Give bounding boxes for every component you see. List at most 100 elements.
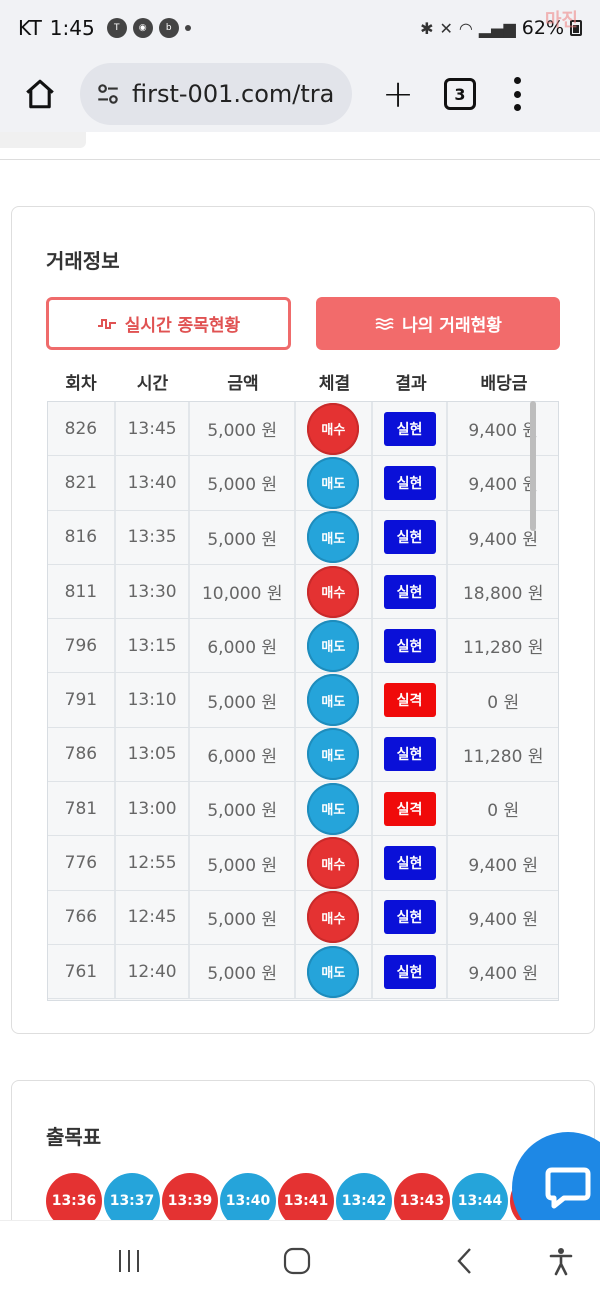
status-right: ✱ ✕ ◠ ▂▄▆ 62% (420, 17, 582, 39)
cell-payout: 11,280 원 (462, 638, 544, 659)
home-icon[interactable] (20, 74, 60, 114)
trade-type-badge: 매도 (307, 728, 360, 781)
cell-amount: 5,000 원 (190, 944, 297, 999)
results-board-title: 출목표 (46, 1125, 102, 1149)
trade-type-badge: 매수 (307, 402, 360, 455)
tab-count-button[interactable]: 3 (444, 78, 476, 110)
result-badge: 실현 (383, 900, 436, 935)
cell-round: 811 (48, 564, 116, 619)
trade-type-badge: 매수 (307, 891, 360, 944)
table-row: 786 13:05 6,000 원 매도 실현 11,280 원 (48, 727, 558, 783)
cell-payout: 9,400 원 (468, 421, 539, 442)
cell-amount: 5,000 원 (190, 510, 297, 564)
address-bar[interactable]: first-001.com/tra (80, 63, 352, 125)
cell-round: 766 (48, 890, 116, 944)
cell-round: 791 (48, 673, 116, 727)
cell-trade: 매수 (296, 836, 373, 890)
live-status-button[interactable]: 실시간 종목현황 (46, 297, 291, 350)
trade-type-badge: 매도 (307, 945, 360, 998)
my-trades-button[interactable]: 나의 거래현황 (316, 297, 560, 350)
cell-payout: 9,400 원 (468, 855, 539, 876)
cell-time: 13:45 (116, 402, 191, 456)
cell-time: 13:10 (116, 673, 191, 727)
accessibility-icon[interactable] (536, 1236, 586, 1286)
result-ball: 13:40 (220, 1173, 276, 1229)
result-ball: 13:37 (104, 1173, 160, 1229)
result-badge: 실현 (383, 520, 436, 555)
cell-time: 13:15 (116, 619, 191, 673)
wifi-icon: ◠ (458, 18, 473, 38)
cell-trade: 매도 (296, 673, 373, 727)
cell-trade: 매수 (296, 402, 373, 456)
cell-amount: 5,000 원 (190, 456, 297, 510)
cell-payout: 11,280 원 (462, 746, 544, 767)
battery-percent: 62% (521, 17, 564, 39)
cell-payout: 0 원 (487, 692, 520, 713)
trade-info-title: 거래정보 (46, 249, 120, 273)
cell-round: 761 (48, 944, 116, 999)
cell-round: 826 (48, 402, 116, 456)
more-vert-icon[interactable] (512, 77, 522, 111)
cell-amount: 6,000 원 (190, 727, 297, 782)
trade-type-badge: 매도 (307, 511, 360, 564)
cell-trade: 매도 (296, 619, 373, 673)
trade-table[interactable]: 826 13:45 5,000 원 매수 실현 9,400 원 821 13:40 5,000 … (47, 401, 559, 1001)
result-badge: 실격 (383, 791, 436, 826)
status-left: KT 1:45 T ◉ b (18, 16, 191, 40)
cell-amount: 5,000 원 (190, 782, 297, 836)
cell-amount: 5,000 원 (190, 673, 297, 727)
table-row: 811 13:30 10,000 원 매수 실현 18,800 원 (48, 564, 558, 620)
battery-icon (570, 20, 582, 36)
table-row: 776 12:55 5,000 원 매수 실현 9,400 원 (48, 836, 558, 891)
col-time: 시간 (136, 373, 169, 394)
mute-icon: ✕ (439, 18, 453, 38)
result-ball: 13:44 (452, 1173, 508, 1229)
cell-payout: 9,400 원 (468, 909, 539, 930)
cell-trade: 매도 (296, 727, 373, 782)
cell-amount: 5,000 원 (190, 836, 297, 890)
cell-payout: 9,400 원 (468, 529, 539, 550)
result-badge: 실현 (383, 628, 436, 663)
cell-result: 실격 (373, 782, 449, 836)
table-row: 821 13:40 5,000 원 매도 실현 9,400 원 (48, 456, 558, 511)
result-ball: 13:36 (46, 1173, 102, 1229)
cell-amount: 6,000 원 (190, 619, 297, 673)
cell-trade: 매도 (296, 510, 373, 564)
notification-icons: T ◉ b (106, 18, 191, 38)
cell-result: 실현 (373, 890, 449, 944)
table-row: 761 12:40 5,000 원 매도 실현 9,400 원 (48, 944, 558, 1000)
cell-round: 816 (48, 510, 116, 564)
table-row: 781 13:00 5,000 원 매도 실격 0 원 (48, 782, 558, 837)
cell-time: 13:35 (116, 510, 191, 564)
cell-amount: 5,000 원 (190, 402, 297, 456)
cell-result: 실현 (373, 402, 449, 456)
plus-icon[interactable]: + (382, 72, 414, 116)
url-text[interactable]: first-001.com/tra (132, 80, 335, 108)
signal-icon: ▂▄▆ (478, 18, 516, 38)
tune-icon[interactable] (94, 80, 122, 108)
recent-apps-icon[interactable] (104, 1236, 154, 1286)
col-result: 결과 (395, 373, 427, 394)
table-row: 816 13:35 5,000 원 매도 실현 9,400 원 (48, 510, 558, 565)
result-badge: 실현 (383, 574, 436, 609)
cell-amount: 10,000 원 (190, 564, 297, 619)
pulse-icon (97, 318, 116, 329)
col-round: 회차 (65, 373, 97, 394)
table-row: 791 13:10 5,000 원 매도 실격 0 원 (48, 673, 558, 728)
table-row: 796 13:15 6,000 원 매도 실현 11,280 원 (48, 619, 558, 674)
talk-icon: T (106, 18, 127, 38)
browser-toolbar: first-001.com/tra + 3 (0, 56, 600, 132)
back-icon[interactable] (440, 1236, 490, 1286)
col-payout: 배당금 (480, 373, 528, 394)
result-ball: 13:43 (394, 1173, 450, 1229)
cell-trade: 매수 (296, 890, 373, 944)
carrier-label: KT (18, 16, 42, 40)
chat-bubble-icon (545, 1167, 591, 1209)
my-trades-label: 나의 거래현황 (402, 316, 502, 336)
table-scrollbar[interactable] (530, 401, 536, 531)
cell-time: 12:45 (116, 890, 191, 944)
more-notifications-icon (184, 25, 191, 31)
cell-time: 13:30 (116, 564, 191, 619)
cell-round: 796 (48, 619, 116, 673)
home-circle-icon[interactable] (272, 1236, 322, 1286)
